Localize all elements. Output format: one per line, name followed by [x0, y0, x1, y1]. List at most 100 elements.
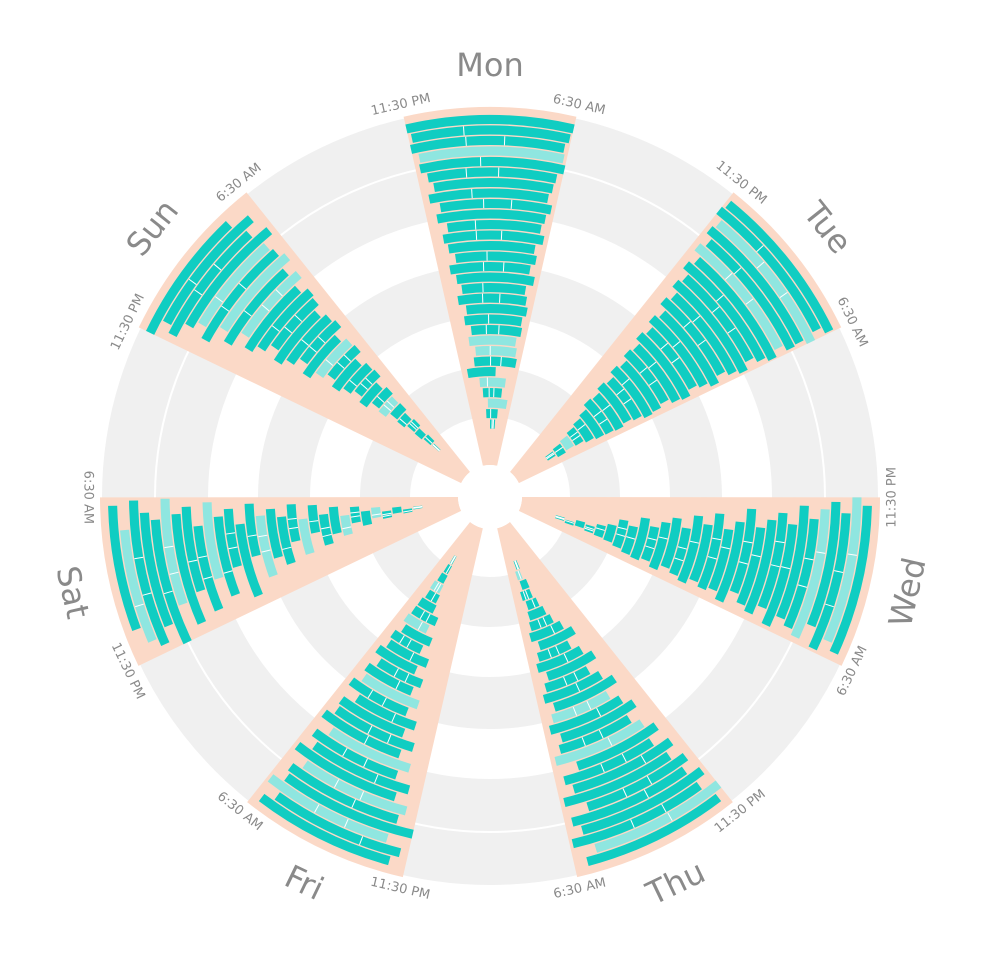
awake-mark — [712, 537, 722, 541]
awake-mark — [847, 553, 857, 556]
awake-mark — [435, 583, 442, 593]
awake-mark — [359, 791, 365, 800]
awake-mark — [647, 537, 657, 541]
night-bar-fri-14 — [354, 694, 417, 731]
night-bar-sun-1 — [146, 221, 233, 335]
night-bar-tue-27 — [566, 427, 584, 446]
awake-mark — [410, 421, 419, 429]
awake-mark — [247, 534, 257, 537]
awake-mark — [188, 559, 198, 563]
night-bar-thu-16 — [553, 674, 617, 712]
night-bar-tue-3 — [715, 220, 816, 344]
night-bar-fri-19 — [375, 644, 418, 675]
awake-mark — [425, 613, 431, 623]
night-bar-tue-5 — [705, 239, 795, 351]
night-bar-fri-26 — [425, 589, 440, 604]
night-bar-fri-6 — [302, 760, 408, 816]
night-bar-tue-13 — [659, 310, 720, 387]
awake-mark — [419, 610, 425, 620]
night-bar-wed-9 — [757, 512, 788, 609]
awake-mark — [294, 314, 303, 322]
awake-mark — [781, 566, 791, 570]
night-bar-thu-1 — [586, 793, 722, 867]
awake-mark — [213, 263, 222, 271]
awake-mark — [770, 564, 780, 568]
awake-mark — [413, 506, 423, 509]
night-bar-fri-8 — [312, 741, 411, 795]
night-bar-sat-5 — [150, 519, 192, 645]
day-label-sun: Sun — [118, 192, 186, 263]
night-bar-wed-27 — [584, 524, 595, 534]
night-bar-tue-11 — [670, 292, 737, 376]
night-bar-mon-16 — [456, 272, 535, 286]
night-bar-thu-17 — [542, 671, 603, 704]
night-bar-sat-13 — [235, 523, 263, 598]
awake-mark — [596, 707, 602, 717]
awake-mark — [595, 527, 605, 531]
awake-mark — [623, 398, 632, 405]
night-bar-fri-24 — [411, 605, 439, 627]
awake-mark — [616, 533, 626, 537]
awake-mark — [350, 511, 360, 514]
awake-mark — [432, 444, 441, 451]
awake-mark — [359, 836, 364, 845]
night-bar-wed-1 — [829, 505, 872, 655]
awake-mark — [261, 549, 271, 553]
night-bar-sun-24 — [378, 396, 399, 417]
awake-mark — [648, 379, 657, 386]
awake-mark — [350, 515, 361, 518]
night-bar-sat-17 — [276, 516, 296, 565]
awake-mark — [569, 431, 578, 438]
awake-mark — [367, 725, 373, 735]
awake-mark — [387, 734, 392, 744]
night-bar-sat-19 — [298, 518, 315, 555]
night-bar-tue-8 — [683, 261, 766, 363]
night-bar-fri-1 — [258, 793, 391, 866]
awake-mark — [577, 424, 586, 431]
night-bar-sun-3 — [168, 230, 253, 337]
night-bar-thu-23 — [529, 620, 564, 643]
time-label-end-thu: 6:30 AM — [552, 876, 607, 903]
awake-mark — [314, 804, 320, 813]
night-bar-thu-22 — [537, 626, 576, 651]
night-bar-sun-21 — [354, 369, 381, 397]
awake-mark — [417, 621, 423, 631]
night-bar-mon-1 — [405, 114, 575, 134]
awake-mark — [344, 818, 349, 828]
awake-mark — [317, 336, 326, 344]
awake-mark — [228, 546, 238, 550]
awake-mark — [545, 452, 554, 459]
awake-mark — [134, 603, 144, 608]
night-bar-fri-20 — [386, 639, 430, 668]
awake-mark — [599, 418, 608, 425]
night-bar-wed-14 — [708, 528, 734, 592]
night-bar-sun-22 — [359, 382, 383, 408]
night-bar-sat-7 — [171, 513, 207, 625]
night-bar-sat-27 — [381, 510, 393, 519]
night-bar-sat-22 — [328, 506, 342, 535]
awake-mark — [834, 570, 844, 574]
awake-mark — [288, 526, 299, 530]
night-bar-tue-6 — [694, 243, 783, 351]
awake-mark — [203, 576, 213, 580]
day-label-wed: Wed — [881, 554, 934, 630]
night-bar-wed-5 — [790, 509, 830, 639]
awake-mark — [430, 592, 437, 602]
night-bar-thu-24 — [529, 614, 554, 632]
night-bar-wed-25 — [603, 523, 617, 543]
night-bar-wed-2 — [823, 497, 862, 643]
awake-mark — [563, 653, 569, 663]
night-bar-fri-12 — [334, 706, 415, 752]
awake-mark — [584, 527, 594, 532]
day-label-tue: Tue — [795, 194, 859, 261]
awake-mark — [645, 545, 655, 550]
night-bar-sun-6 — [201, 249, 279, 343]
night-bar-thu-19 — [546, 650, 597, 681]
awake-mark — [395, 680, 401, 690]
night-bar-sat-28 — [392, 506, 402, 514]
awake-mark — [374, 774, 379, 784]
awake-mark — [555, 645, 560, 655]
night-bar-thu-18 — [544, 666, 591, 693]
night-bar-mon-17 — [461, 283, 527, 296]
